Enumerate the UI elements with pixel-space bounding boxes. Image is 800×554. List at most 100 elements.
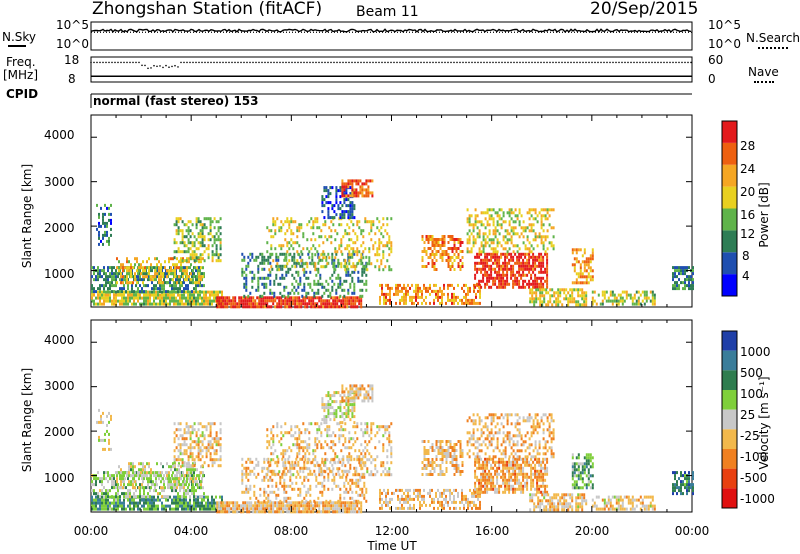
power-cell xyxy=(358,220,361,224)
power-cell xyxy=(155,287,157,291)
power-cell xyxy=(161,284,163,288)
power-cell xyxy=(488,238,491,242)
power-cell xyxy=(536,276,539,280)
power-cell xyxy=(193,253,196,257)
power-cell xyxy=(150,263,152,267)
power-cell xyxy=(184,269,186,273)
power-cell xyxy=(415,298,417,302)
power-cell xyxy=(494,229,497,233)
power-cell xyxy=(275,255,278,259)
nave-point xyxy=(216,61,218,64)
power-cell xyxy=(160,263,162,267)
power-cell xyxy=(277,264,280,268)
power-cell xyxy=(362,229,365,233)
power-cell xyxy=(203,238,206,242)
power-cell xyxy=(266,302,269,306)
power-cell xyxy=(405,295,407,299)
power-cell xyxy=(530,264,533,268)
velocity-cell xyxy=(218,510,221,514)
velocity-cell xyxy=(241,481,244,485)
power-cell xyxy=(321,285,324,289)
power-cell xyxy=(200,275,202,279)
power-cell xyxy=(110,203,112,207)
nave-point xyxy=(540,61,542,64)
power-cell xyxy=(218,302,221,306)
velocity-cell xyxy=(183,477,185,481)
power-cell xyxy=(496,255,499,259)
power-cell xyxy=(351,185,354,189)
power-cell xyxy=(482,244,485,248)
power-cell xyxy=(250,302,253,306)
power-cell xyxy=(249,252,252,256)
power-cell xyxy=(280,296,283,300)
power-cell xyxy=(134,272,136,276)
power-cell xyxy=(191,241,194,245)
power-cell xyxy=(465,298,467,302)
velocity-cell xyxy=(191,440,194,444)
velocity-cell xyxy=(327,478,330,482)
power-cell xyxy=(526,282,529,286)
power-cell xyxy=(278,268,281,272)
power-cell xyxy=(514,226,517,230)
power-cell xyxy=(171,296,173,300)
power-cell xyxy=(187,250,190,254)
power-cell xyxy=(347,213,350,217)
velocity-cell xyxy=(328,504,331,508)
velocity-cell xyxy=(264,504,267,508)
power-cell xyxy=(433,289,435,293)
power-cell xyxy=(263,276,266,280)
power-cell xyxy=(365,182,368,186)
power-cell xyxy=(433,301,435,305)
power-cell xyxy=(100,239,102,243)
power-cell xyxy=(357,270,360,274)
power-cell xyxy=(583,294,586,298)
power-cell xyxy=(333,216,336,220)
power-cell xyxy=(353,270,356,274)
power-cell xyxy=(217,293,219,297)
power-cell xyxy=(160,281,162,285)
power-cell xyxy=(482,279,485,283)
velocity-cell xyxy=(267,460,270,464)
power-cell xyxy=(288,299,291,303)
velocity-cell xyxy=(281,475,284,479)
power-cell xyxy=(252,305,255,309)
power-cell xyxy=(531,288,534,292)
velocity-cell xyxy=(344,504,347,508)
power-cell xyxy=(383,295,385,299)
power-cell xyxy=(688,275,690,279)
power-cell xyxy=(575,278,578,282)
velocity-cell xyxy=(256,504,259,508)
velocity-cell xyxy=(93,498,95,502)
velocity-cell xyxy=(188,471,190,475)
power-cell xyxy=(369,179,372,183)
power-cell xyxy=(174,272,176,276)
velocity-cell xyxy=(148,480,150,484)
power-cell xyxy=(488,223,491,227)
power-cell xyxy=(678,284,680,288)
velocity-cell xyxy=(119,504,121,508)
power-cell xyxy=(143,284,145,288)
velocity-cell xyxy=(331,478,334,482)
power-cell xyxy=(393,292,395,296)
power-cell xyxy=(136,260,138,264)
power-cell xyxy=(486,255,489,259)
velocity-cell xyxy=(176,468,178,472)
power-cell xyxy=(163,302,165,306)
velocity-cell xyxy=(245,469,248,473)
velocity-cell xyxy=(146,474,148,478)
power-cell xyxy=(433,238,436,241)
velocity-cell xyxy=(113,477,115,481)
power-cell xyxy=(351,204,354,208)
power-cell xyxy=(245,288,248,292)
power-cell xyxy=(339,216,342,220)
nave-point xyxy=(291,61,293,64)
power-cell xyxy=(301,252,304,256)
power-cell xyxy=(536,264,539,268)
velocity-cell xyxy=(207,440,210,444)
power-cell xyxy=(260,305,263,309)
velocity-cell xyxy=(174,483,176,487)
power-cell xyxy=(459,298,461,302)
power-cell xyxy=(130,266,132,270)
velocity-cell xyxy=(128,471,130,475)
power-cell xyxy=(359,191,362,195)
